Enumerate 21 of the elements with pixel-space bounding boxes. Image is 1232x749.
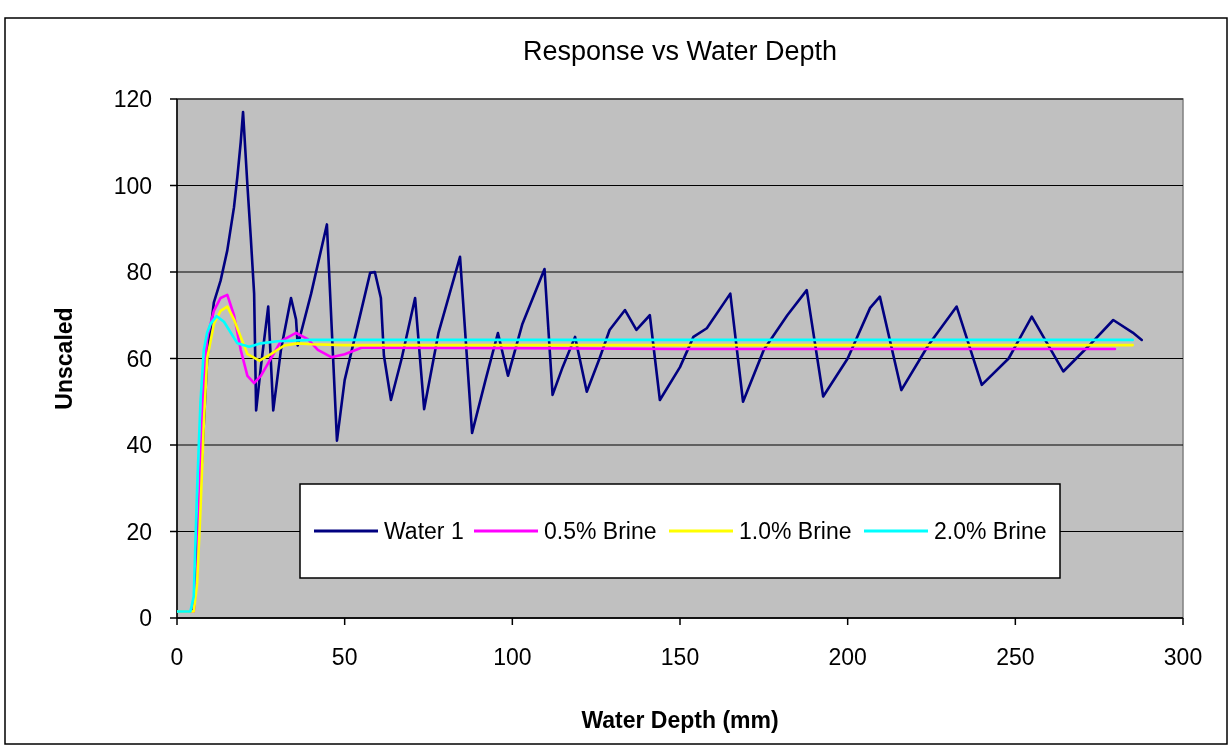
x-tick-label: 150 [660, 644, 700, 670]
y-tick-label: 120 [113, 86, 152, 113]
x-tick-label: 0 [170, 644, 184, 670]
chart-title: Response vs Water Depth [522, 36, 838, 66]
x-tick-label: 300 [1163, 644, 1203, 670]
y-tick-label: 40 [126, 432, 152, 459]
legend-label: Water 1 [384, 518, 464, 545]
y-tick-label: 80 [126, 259, 152, 286]
x-tick-label: 200 [828, 644, 867, 670]
y-tick-label: 0 [139, 605, 152, 632]
x-tick-label: 250 [996, 644, 1035, 670]
legend-label: 1.0% Brine [739, 518, 852, 545]
legend-label: 2.0% Brine [934, 518, 1047, 545]
y-tick-label: 100 [113, 172, 152, 199]
y-tick-label: 20 [126, 518, 152, 545]
y-tick-label: 60 [126, 345, 152, 372]
x-tick-label: 100 [493, 644, 532, 670]
x-tick-label: 50 [331, 644, 358, 670]
legend-label: 0.5% Brine [544, 518, 657, 545]
x-axis-title: Water Depth (mm) [581, 707, 779, 733]
y-axis-title: Unscaled [51, 307, 77, 410]
